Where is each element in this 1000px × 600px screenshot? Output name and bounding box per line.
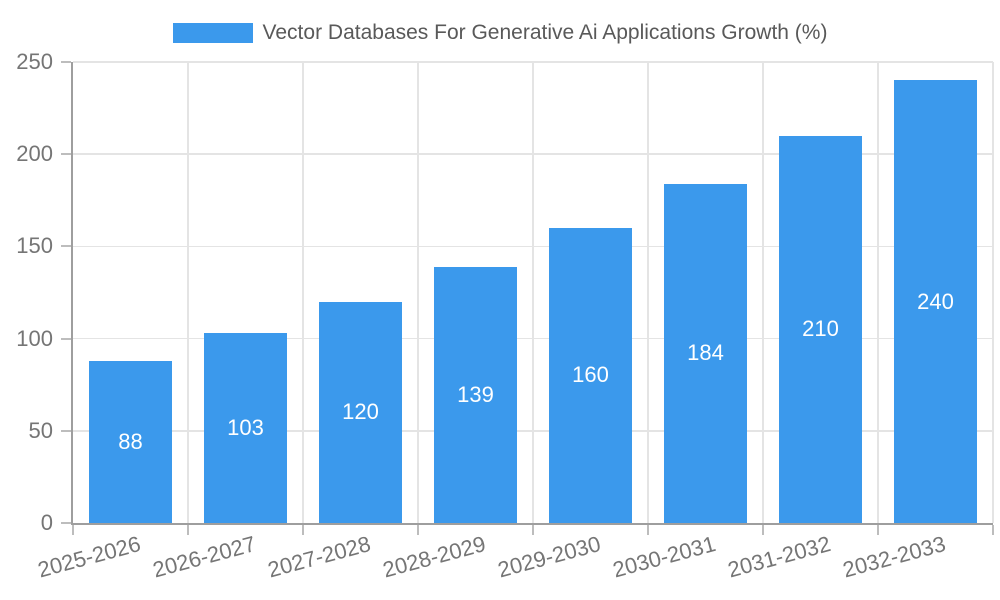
y-axis-tick: [61, 522, 71, 524]
chart-title: Vector Databases For Generative Ai Appli…: [262, 21, 828, 44]
gridline-vertical: [762, 62, 764, 523]
bar[interactable]: 210: [779, 135, 862, 523]
legend-swatch[interactable]: [172, 23, 253, 43]
y-axis-line: [71, 62, 73, 525]
bar-value-label: 184: [687, 340, 724, 366]
plot-area: 0 50 100 150 200 250 88 2025-2026 103 2026-2027 12…: [16, 49, 994, 582]
bar-value-label: 103: [227, 415, 264, 441]
y-axis-tick: [61, 429, 71, 432]
y-axis-label: 200: [16, 141, 53, 167]
x-axis-tick: [877, 525, 879, 535]
x-axis-tick: [187, 525, 189, 535]
x-axis-label: 2026-2027: [149, 531, 258, 583]
x-axis-label: 2028-2029: [379, 531, 488, 583]
gridline-vertical: [417, 62, 419, 523]
x-axis-label: 2031-2032: [724, 531, 833, 583]
y-axis-tick: [61, 245, 71, 248]
y-axis-label: 150: [16, 233, 53, 259]
y-axis-label: 50: [28, 417, 53, 443]
bar[interactable]: 103: [204, 333, 287, 523]
x-axis-label: 2030-2031: [609, 531, 718, 583]
x-axis-tick: [647, 525, 649, 535]
gridline-vertical: [647, 62, 649, 523]
x-axis-tick: [417, 525, 419, 535]
y-axis-label: 250: [16, 49, 53, 74]
bar-value-label: 120: [342, 399, 379, 425]
bar[interactable]: 88: [89, 360, 172, 523]
x-axis-tick: [762, 525, 764, 535]
bar[interactable]: 240: [894, 80, 977, 523]
bar-value-label: 240: [917, 288, 954, 314]
x-axis-label: 2032-2033: [839, 531, 948, 583]
gridline-vertical: [187, 62, 189, 523]
x-axis-label: 2027-2028: [264, 531, 373, 583]
bar[interactable]: 184: [664, 183, 747, 523]
y-axis-tick: [61, 337, 71, 340]
chart-legend: Vector Databases For Generative Ai Appli…: [0, 21, 1000, 45]
x-axis-label: 2025-2026: [34, 531, 143, 583]
bar-value-label: 88: [118, 428, 143, 454]
gridline-vertical: [877, 62, 879, 523]
bar-value-label: 139: [457, 381, 494, 407]
x-axis-tick: [72, 525, 74, 535]
x-axis-line: [71, 523, 993, 525]
y-axis-tick: [61, 153, 71, 156]
gridline-vertical: [532, 62, 534, 523]
y-axis-label: 0: [40, 510, 53, 535]
y-axis-label: 100: [16, 325, 53, 351]
y-axis-tick: [61, 61, 71, 63]
x-axis-tick: [532, 525, 534, 535]
x-axis-tick: [302, 525, 304, 535]
gridline-vertical: [302, 62, 304, 523]
bar-value-label: 210: [802, 316, 839, 342]
x-axis-label: 2029-2030: [494, 531, 603, 583]
x-axis-tick: [992, 525, 994, 535]
gridline-vertical: [992, 62, 994, 523]
bar[interactable]: 120: [319, 301, 402, 523]
bar-value-label: 160: [572, 362, 609, 388]
bar[interactable]: 139: [434, 266, 517, 523]
bar[interactable]: 160: [549, 227, 632, 523]
